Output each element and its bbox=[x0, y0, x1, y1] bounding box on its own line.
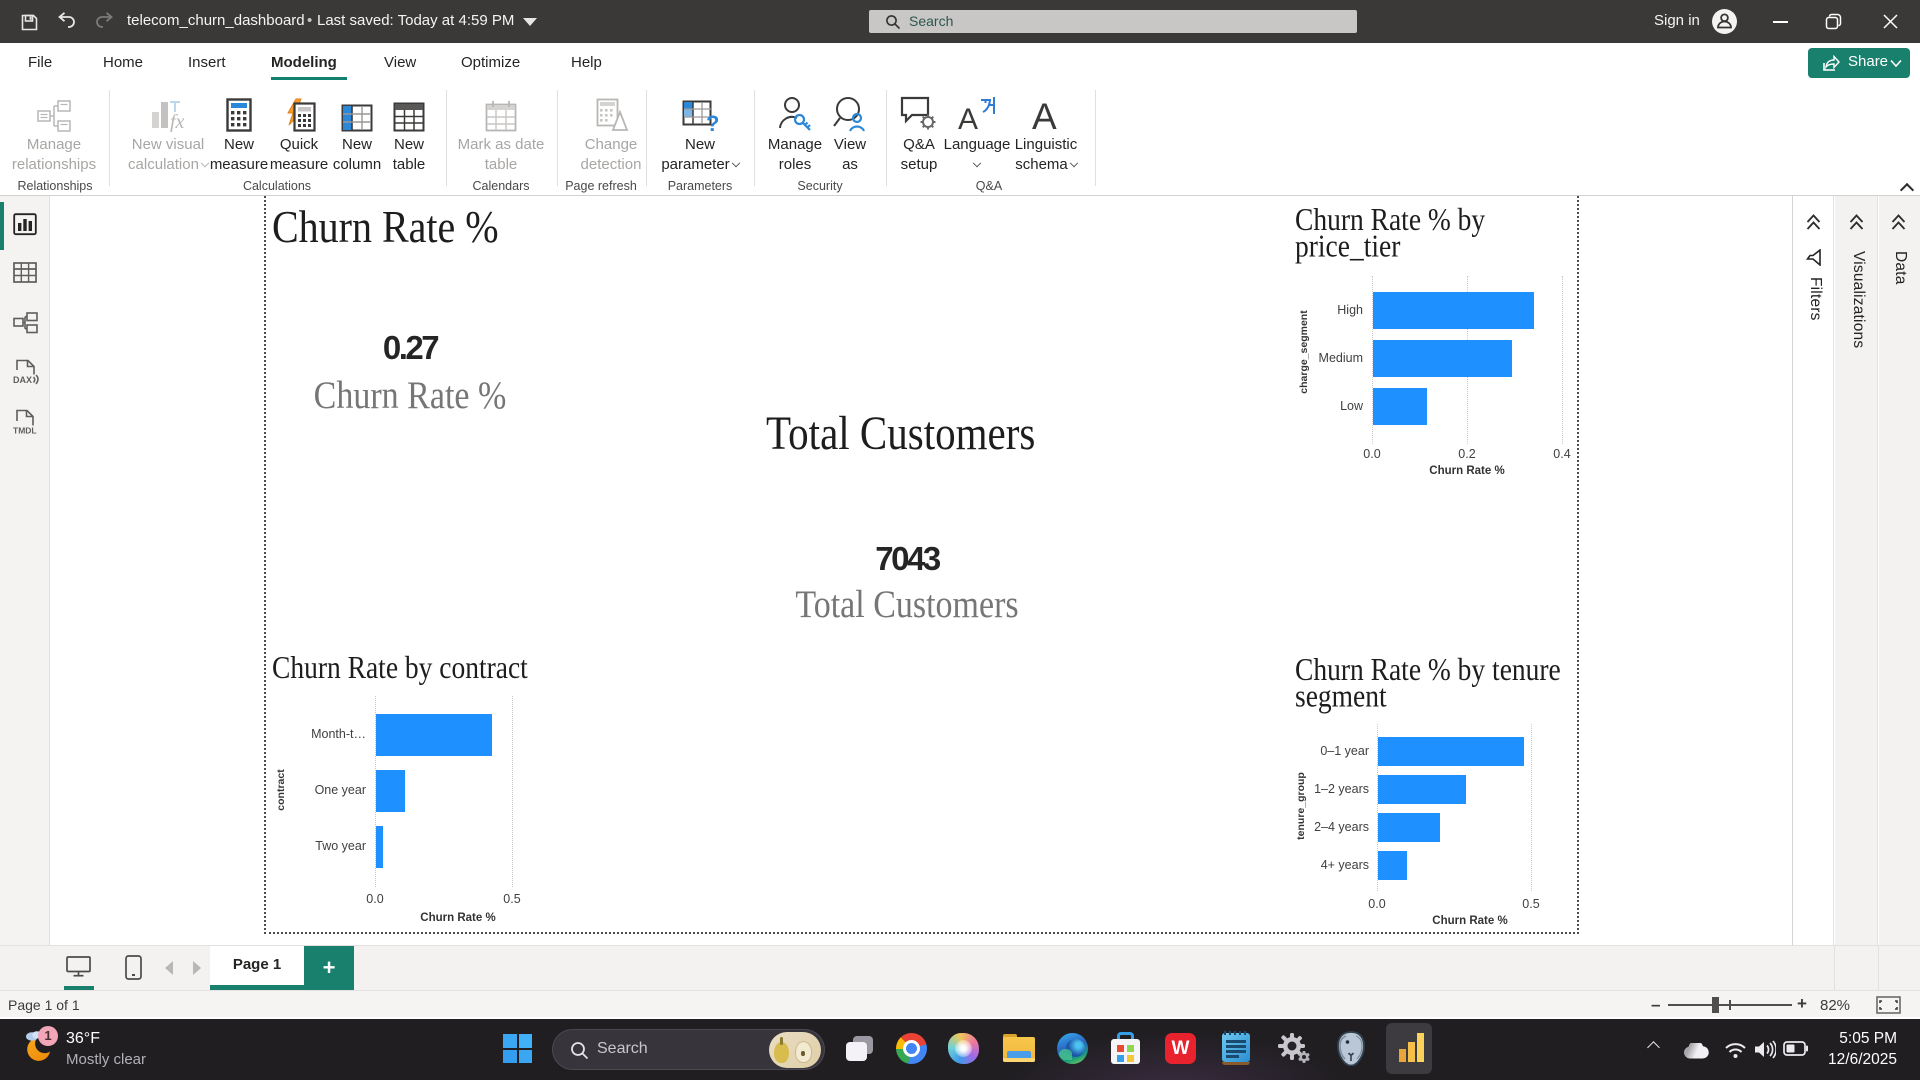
svg-text:fx: fx bbox=[170, 111, 185, 132]
svg-text:?: ? bbox=[706, 111, 718, 132]
svg-text:A: A bbox=[1032, 96, 1057, 132]
svg-text:TMDL: TMDL bbox=[13, 426, 37, 436]
svg-text:A: A bbox=[958, 103, 978, 132]
svg-text:DAX: DAX bbox=[13, 375, 32, 385]
